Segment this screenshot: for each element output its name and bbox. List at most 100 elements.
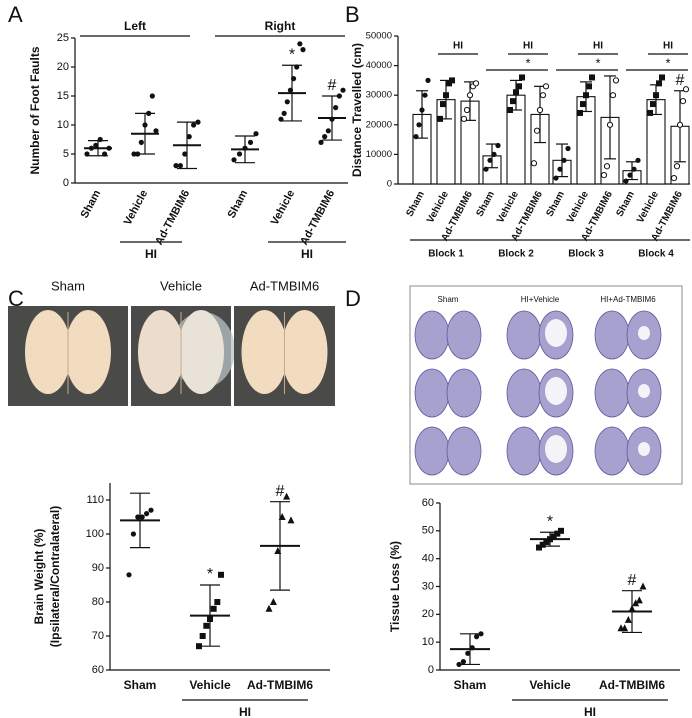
x-tick-label: Ad-TMBIM6: [599, 678, 665, 692]
data-point: [519, 74, 525, 81]
data-point: [565, 145, 571, 152]
brain-section: [594, 426, 630, 476]
x-tick-label: Vehicle: [565, 189, 591, 225]
group-label: HI: [584, 705, 596, 718]
data-point: [182, 151, 188, 157]
x-tick-label: Vehicle: [635, 189, 661, 225]
data-point: [284, 99, 290, 105]
group-label: HI: [301, 247, 313, 261]
brain-section: [506, 426, 542, 476]
x-tick-label: Ad-TMBIM6: [153, 188, 192, 247]
data-point: [659, 74, 665, 81]
data-point: [300, 47, 306, 53]
data-point: [287, 87, 294, 93]
y-axis-label: (Ipsilateral/Contralateral): [48, 506, 62, 647]
y-tick-label: 40: [422, 553, 434, 565]
data-point: [278, 513, 286, 520]
y-tick-label: 30: [422, 580, 434, 592]
hemisphere: [25, 310, 71, 394]
block-label: Block 4: [638, 249, 674, 260]
data-point: [413, 134, 419, 140]
data-point: [274, 547, 282, 554]
bracket-label: *: [525, 55, 530, 70]
data-point: [203, 622, 210, 629]
data-point: [491, 151, 497, 157]
data-point: [135, 151, 141, 157]
x-tick-label: Sham: [544, 189, 567, 218]
data-point: [456, 661, 462, 668]
data-point: [186, 134, 192, 140]
y-tick-label: 40000: [366, 60, 392, 71]
data-point: [558, 527, 564, 534]
data-point: [609, 92, 617, 99]
data-point: [580, 101, 586, 108]
data-point: [670, 174, 678, 182]
y-tick-label: 25: [57, 32, 69, 44]
data-point: [247, 139, 254, 145]
data-point: [612, 77, 620, 84]
significance-marker: #: [276, 483, 285, 500]
data-point: [269, 598, 277, 605]
significance-marker: #: [628, 572, 637, 589]
photo-label: HI+Vehicle: [521, 295, 560, 304]
data-point: [146, 110, 152, 116]
bracket-label: HI: [663, 41, 673, 52]
data-point: [623, 178, 629, 184]
data-point: [281, 110, 287, 116]
group-label: HI: [145, 247, 157, 261]
data-point: [126, 572, 132, 578]
data-point: [106, 145, 112, 151]
lesion: [545, 377, 567, 405]
x-tick-label: Sham: [404, 189, 427, 218]
data-point: [449, 77, 455, 84]
y-tick-label: 15: [57, 90, 69, 102]
data-point: [325, 128, 331, 134]
hemisphere: [138, 310, 184, 394]
x-tick-label: Sham: [454, 678, 487, 692]
data-point: [336, 93, 342, 99]
data-point: [207, 616, 213, 622]
data-point: [513, 89, 519, 96]
data-point: [290, 76, 297, 82]
data-point: [437, 115, 443, 122]
y-tick-label: 70: [92, 630, 104, 642]
data-point: [139, 514, 145, 520]
data-point: [242, 145, 248, 151]
data-point: [516, 83, 522, 90]
photo-label: Sham: [438, 295, 459, 304]
data-point: [419, 107, 425, 113]
y-tick-label: 80: [92, 596, 104, 608]
data-point: [487, 157, 493, 163]
data-point: [131, 151, 137, 157]
data-point: [214, 599, 221, 605]
data-point: [278, 116, 284, 122]
data-point: [557, 166, 563, 172]
data-point: [218, 571, 224, 578]
data-point: [294, 64, 300, 70]
y-tick-label: 60: [92, 664, 104, 676]
data-point: [463, 106, 471, 114]
data-point: [635, 157, 641, 163]
data-point: [97, 136, 103, 143]
x-tick-label: Vehicle: [269, 188, 297, 227]
data-point: [135, 514, 141, 520]
x-tick-label: Vehicle: [425, 189, 451, 225]
brain-section: [414, 368, 450, 418]
y-axis-label: Tissue Loss (%): [388, 541, 402, 632]
data-point: [466, 92, 474, 99]
lesion: [638, 384, 650, 398]
y-tick-label: 60: [422, 497, 434, 509]
data-point: [340, 87, 346, 93]
data-point: [561, 157, 567, 163]
data-point: [333, 105, 339, 111]
y-tick-label: 50: [422, 525, 434, 537]
data-point: [236, 151, 243, 157]
data-point: [199, 633, 206, 639]
photo-label: Ad-TMBIM6: [250, 278, 319, 293]
data-point: [196, 643, 202, 650]
y-tick-label: 0: [63, 177, 69, 189]
data-point: [650, 101, 656, 108]
data-point: [422, 92, 428, 98]
data-point: [297, 41, 303, 47]
